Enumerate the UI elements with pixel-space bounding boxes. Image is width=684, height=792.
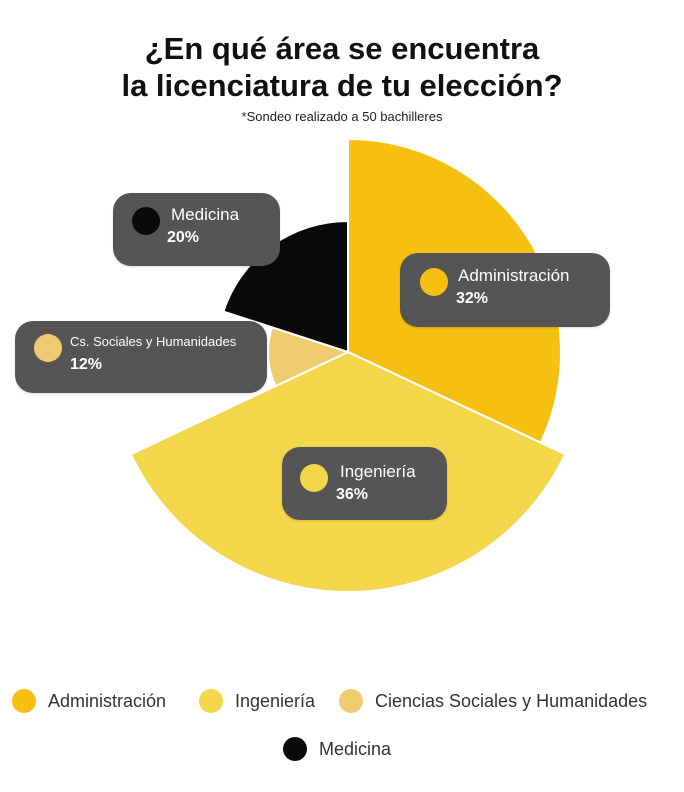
chart-title-line-2: la licenciatura de tu elección?	[121, 68, 563, 103]
pie-chart	[129, 137, 567, 593]
slice-label-ingenieria-dot	[300, 464, 328, 492]
legend-dot-ingenieria	[199, 689, 223, 713]
legend-dot-medicina	[283, 737, 307, 761]
legend-dot-ciencias-sociales	[339, 689, 363, 713]
legend-label-medicina: Medicina	[319, 739, 392, 759]
legend-label-ciencias-sociales: Ciencias Sociales y Humanidades	[375, 691, 648, 711]
slice-label-medicina-dot	[132, 207, 160, 235]
chart-title: ¿En qué área se encuentra la licenciatur…	[0, 30, 684, 104]
slice-label-ciencias-sociales-name: Cs. Sociales y Humanidades	[70, 334, 237, 349]
slice-label-administracion-dot	[420, 268, 448, 296]
slice-label-ingenieria: Ingeniería 36%	[282, 447, 447, 520]
slice-label-ciencias-sociales-dot	[34, 334, 62, 362]
pie-slice-ciencias-sociales	[267, 326, 351, 388]
slice-label-ciencias-sociales: Cs. Sociales y Humanidades 12%	[15, 321, 267, 393]
pie-slices	[129, 137, 567, 593]
slice-label-medicina-name: Medicina	[171, 205, 240, 224]
legend-dot-administracion	[12, 689, 36, 713]
slice-label-administracion: Administración 32%	[400, 253, 610, 327]
slice-label-medicina-pct: 20%	[167, 229, 200, 246]
slice-label-ingenieria-pct: 36%	[336, 486, 369, 503]
legend-label-ingenieria: Ingeniería	[235, 691, 316, 711]
slice-label-ingenieria-name: Ingeniería	[340, 462, 416, 481]
slice-label-medicina: Medicina 20%	[113, 193, 280, 266]
slice-label-administracion-pct: 32%	[456, 290, 489, 307]
chart-title-line-1: ¿En qué área se encuentra	[144, 31, 540, 66]
slice-label-ciencias-sociales-pct: 12%	[70, 356, 103, 373]
slice-label-administracion-name: Administración	[458, 266, 570, 285]
legend-label-administracion: Administración	[48, 691, 167, 711]
chart-subtitle: *Sondeo realizado a 50 bachilleres	[241, 109, 443, 124]
